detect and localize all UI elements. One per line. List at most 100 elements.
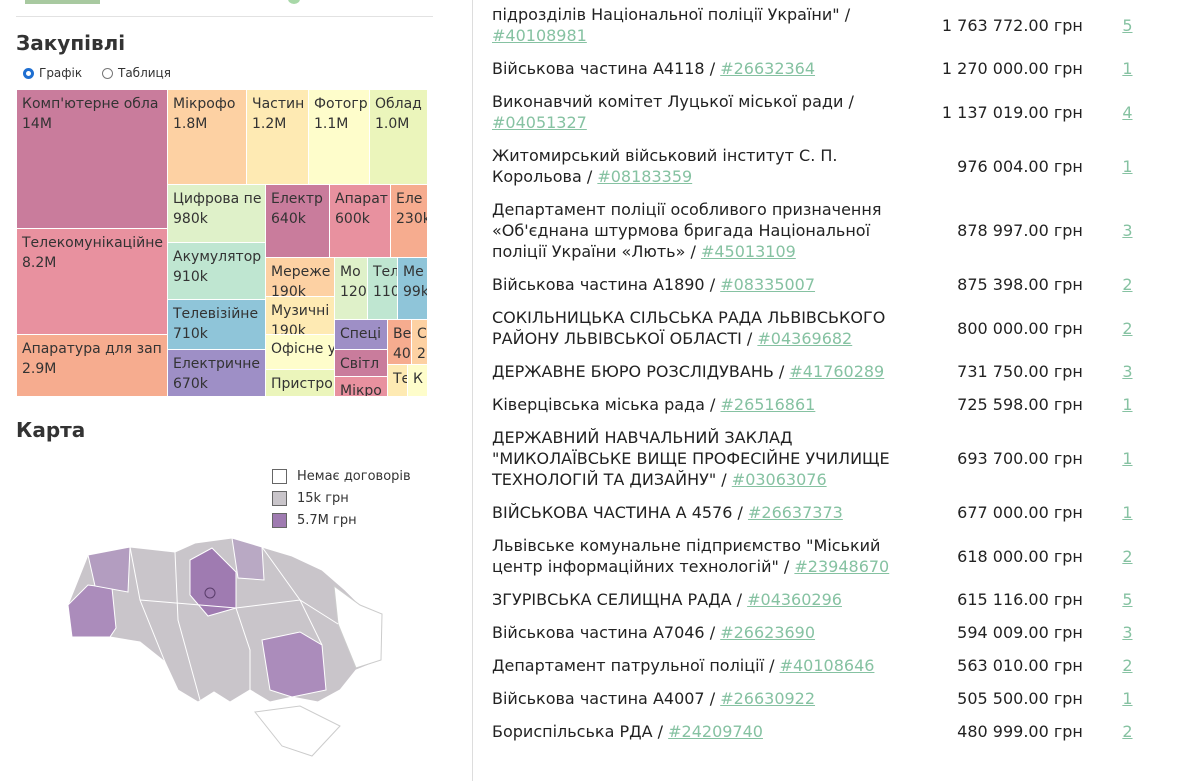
cell-value[interactable]: 1.8M: [173, 116, 208, 132]
contract-code-link[interactable]: #08335007: [720, 275, 816, 294]
cell-label[interactable]: Тел: [373, 264, 398, 280]
cell-value[interactable]: 230k: [396, 211, 428, 227]
cell-value[interactable]: 670k: [173, 376, 208, 392]
contract-count-link[interactable]: 1: [1122, 503, 1133, 522]
treemap-cell[interactable]: Мікрофо 1.8M: [168, 90, 247, 185]
contract-count-link[interactable]: 1: [1122, 449, 1133, 468]
cell-value[interactable]: 1.0M: [375, 116, 410, 132]
contract-code-link[interactable]: #40108646: [779, 656, 875, 675]
contract-code-link[interactable]: #40108981: [492, 26, 587, 45]
contract-count-link[interactable]: 5: [1122, 15, 1133, 35]
cell-label[interactable]: Апаратура для зап: [22, 341, 162, 357]
contract-count-link[interactable]: 4: [1122, 102, 1133, 122]
cell-label[interactable]: Ме: [403, 264, 424, 280]
contract-count-link[interactable]: 1: [1122, 395, 1133, 414]
contract-code-link[interactable]: #26630922: [720, 689, 816, 708]
cell-label[interactable]: Мікро: [340, 383, 382, 397]
contract-count-link[interactable]: 1: [1122, 689, 1133, 708]
treemap-cell[interactable]: Акумулятор 910k: [168, 243, 266, 300]
treemap-cell[interactable]: Телекомунікаційне 8.2M: [17, 229, 168, 335]
contract-count-link[interactable]: 2: [1122, 275, 1133, 294]
cell-label[interactable]: Частин: [252, 96, 305, 112]
contract-code-link[interactable]: #23948670: [794, 557, 890, 576]
cell-value[interactable]: 600k: [335, 211, 370, 227]
contract-count-link[interactable]: 3: [1122, 362, 1133, 381]
contract-code-link[interactable]: #45013109: [700, 242, 796, 261]
contract-code-link[interactable]: #03063076: [731, 470, 827, 489]
treemap-cell[interactable]: Апаратура для зап 2.9M: [17, 335, 168, 397]
cell-label[interactable]: Пристро: [271, 376, 333, 392]
treemap-cell[interactable]: Цифрова пе 980k: [168, 185, 266, 243]
cell-label[interactable]: Мереже: [271, 264, 331, 280]
treemap-cell[interactable]: Ме 99k: [398, 258, 428, 320]
cell-label[interactable]: Апарат: [335, 191, 388, 207]
map-region[interactable]: [231, 537, 265, 581]
map-region[interactable]: [87, 546, 131, 593]
treemap-cell[interactable]: Електричне 670k: [168, 350, 266, 397]
cell-label[interactable]: Мікрофо: [173, 96, 236, 112]
radio-label[interactable]: Таблиця: [118, 66, 171, 80]
treemap-cell[interactable]: Те: [388, 365, 408, 397]
cell-value[interactable]: 2.9M: [22, 361, 57, 377]
map-region[interactable]: [261, 631, 327, 698]
cell-value[interactable]: 2: [417, 346, 426, 362]
treemap-cell[interactable]: Офісне у: [266, 335, 335, 370]
cell-value[interactable]: 980k: [173, 211, 208, 227]
cell-label[interactable]: Облад: [375, 96, 422, 112]
cell-label[interactable]: С: [417, 326, 427, 342]
contract-code-link[interactable]: #04051327: [492, 113, 587, 132]
treemap-cell[interactable]: Фотогр 1.1M: [309, 90, 370, 185]
treemap-cell[interactable]: Світл: [335, 350, 388, 377]
contract-code-link[interactable]: #08183359: [597, 167, 693, 186]
cell-label[interactable]: Мо: [340, 264, 361, 280]
cell-label[interactable]: К: [413, 371, 423, 387]
radio-label[interactable]: Графік: [39, 66, 83, 80]
contract-code-link[interactable]: #26637373: [747, 503, 843, 522]
cell-value[interactable]: 8.2M: [22, 255, 57, 271]
contract-count-link[interactable]: 2: [1122, 546, 1133, 566]
contract-code-link[interactable]: #24209740: [668, 722, 763, 741]
cell-value[interactable]: 14M: [22, 116, 52, 132]
contract-code-link[interactable]: #26516861: [720, 395, 816, 414]
contract-count-link[interactable]: 2: [1122, 318, 1133, 338]
map-marker[interactable]: [204, 587, 216, 599]
treemap-cell[interactable]: Електр 640k: [266, 185, 330, 258]
cell-value[interactable]: 120k: [340, 284, 367, 300]
contract-count-link[interactable]: 3: [1122, 623, 1133, 642]
cell-label[interactable]: Фотогр: [314, 96, 368, 112]
contract-code-link[interactable]: #04360296: [747, 590, 842, 609]
radio-option[interactable]: Таблиця: [102, 66, 171, 80]
radio-unchecked[interactable]: [102, 67, 113, 79]
cell-label[interactable]: Цифрова пе: [173, 191, 262, 207]
cell-value[interactable]: 640k: [271, 211, 306, 227]
treemap-cell[interactable]: Мо 120k: [335, 258, 368, 320]
cell-value[interactable]: 190k: [271, 284, 306, 297]
contract-code-link[interactable]: #41760289: [789, 362, 885, 381]
cell-value[interactable]: 110k: [373, 284, 397, 300]
cell-label[interactable]: Електричне: [173, 356, 261, 372]
cell-label[interactable]: Телевізійне: [173, 306, 259, 322]
treemap-cell[interactable]: Ве 40: [388, 320, 412, 365]
cell-label[interactable]: Світл: [340, 356, 380, 372]
cell-label[interactable]: Музичні: [271, 303, 330, 319]
contract-count-link[interactable]: 3: [1122, 221, 1133, 240]
contract-count-link[interactable]: 2: [1122, 722, 1133, 741]
cell-label[interactable]: Електр: [271, 191, 323, 207]
contract-count-link[interactable]: 5: [1122, 590, 1133, 609]
contract-count-link[interactable]: 1: [1122, 59, 1133, 78]
treemap-cell[interactable]: Пристро: [266, 370, 335, 397]
cell-label[interactable]: Спеці: [340, 326, 381, 342]
cell-value[interactable]: 1.1M: [314, 116, 349, 132]
cell-label[interactable]: Акумулятор: [173, 249, 262, 265]
contract-code-link[interactable]: #26632364: [720, 59, 816, 78]
treemap-cell[interactable]: Мереже 190k: [266, 258, 335, 297]
treemap-cell[interactable]: Тел 110k: [368, 258, 398, 320]
treemap-cell[interactable]: Частин 1.2M: [247, 90, 309, 185]
treemap-cell[interactable]: Телевізійне 710k: [168, 300, 266, 350]
cell-value[interactable]: 910k: [173, 269, 208, 285]
treemap-cell[interactable]: Спеці: [335, 320, 388, 350]
treemap-cell[interactable]: Мікро: [335, 377, 388, 397]
treemap-cell[interactable]: Еле 230k: [391, 185, 428, 258]
contract-code-link[interactable]: #26623690: [720, 623, 816, 642]
